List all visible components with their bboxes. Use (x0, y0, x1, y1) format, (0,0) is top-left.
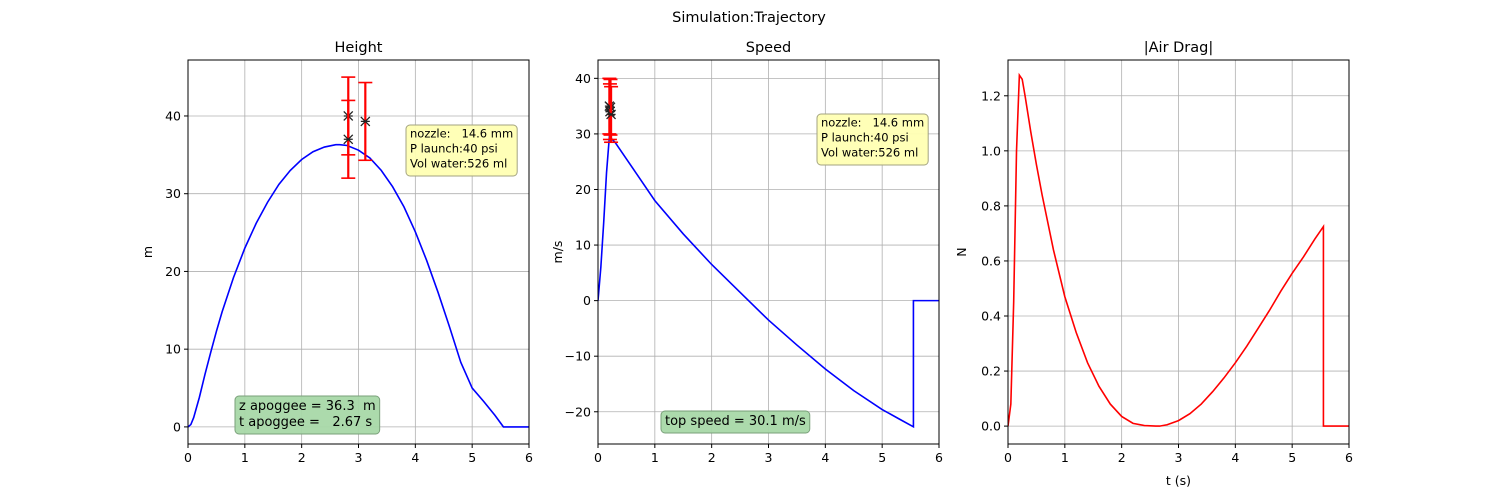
annotation-background (816, 113, 929, 166)
plot-area (188, 143, 529, 428)
x-tick-label: 5 (468, 450, 476, 465)
x-tick-label: 6 (525, 450, 533, 465)
y-tick-label: 30 (165, 186, 181, 201)
y-tick-label: 10 (575, 238, 591, 253)
y-tick-label: 0.6 (981, 253, 1001, 268)
x-tick-label: 3 (1175, 450, 1183, 465)
annotation-text: z apoggee = 36.3 m (239, 399, 376, 414)
x-tick-label: 6 (1345, 450, 1353, 465)
y-tick-label: 40 (575, 71, 591, 86)
measurement-errorbar (604, 85, 619, 144)
measurement-errorbar (358, 81, 373, 162)
panel-drag: 0 1 2 3 4 5 6 0.0 0.2 0.4 0.6 0.8 1.0 1.2 |Air Drag| Nt… (954, 40, 1353, 488)
panel-title: |Air Drag| (1144, 40, 1214, 56)
x-tick-label: 3 (765, 450, 773, 465)
x-tick-label: 1 (241, 450, 249, 465)
series-line-speed (598, 134, 939, 429)
x-tick-label: 0 (1004, 450, 1012, 465)
y-tick-label: 20 (575, 182, 591, 197)
plot-area (1008, 72, 1349, 427)
y-tick-label: 1.2 (981, 88, 1001, 103)
x-tick-label: 4 (1231, 450, 1239, 465)
x-tick-label: 4 (821, 450, 829, 465)
annotation-box-green: top speed = 30.1 m/s (660, 410, 811, 434)
panel-height: 0 1 2 3 4 5 6 0 10 20 30 40 Height m (140, 40, 533, 465)
annotation-text: Vol water:526 ml (410, 157, 507, 171)
y-tick-label: 40 (165, 108, 181, 123)
x-tick-label: 3 (355, 450, 363, 465)
x-tick-label: 4 (411, 450, 419, 465)
y-axis-label: m (140, 246, 155, 258)
annotation-text: top speed = 30.1 m/s (665, 414, 806, 429)
series-line-height (188, 143, 529, 428)
panel-title: Speed (746, 40, 791, 56)
measurement-marker (606, 109, 617, 120)
annotation-background (660, 410, 811, 434)
x-tick-label: 1 (1061, 450, 1069, 465)
y-tick-label: 0 (583, 293, 591, 308)
y-tick-label: 1.0 (981, 143, 1001, 158)
panel-title: Height (335, 40, 383, 56)
y-axis-label: N (954, 247, 969, 256)
x-tick-label: 2 (1118, 450, 1126, 465)
x-axis-label: t (s) (1166, 473, 1191, 488)
x-tick-label: 0 (594, 450, 602, 465)
annotation-text: t apoggee = 2.67 s (239, 415, 372, 430)
y-tick-label: 30 (575, 126, 591, 141)
annotation-box-green: z apoggee = 36.3 mt apoggee = 2.67 s (234, 395, 381, 435)
annotation-text: P launch:40 psi (821, 131, 909, 145)
x-tick-label: 2 (298, 450, 306, 465)
y-axis-label: m/s (550, 241, 565, 264)
x-tick-label: 5 (878, 450, 886, 465)
annotation-background (405, 124, 518, 177)
y-tick-label: −20 (565, 404, 591, 419)
y-tick-label: 0.8 (981, 198, 1001, 213)
measurement-marker (343, 134, 354, 145)
y-tick-label: −10 (565, 349, 591, 364)
y-tick-label: 20 (165, 264, 181, 279)
annotation-text: P launch:40 psi (410, 142, 498, 156)
y-tick-label: 0.0 (981, 419, 1001, 434)
plot-area (598, 134, 939, 429)
annotation-text: nozzle: 14.6 mm (410, 127, 513, 141)
x-tick-label: 1 (651, 450, 659, 465)
y-tick-label: 0.4 (981, 309, 1001, 324)
x-tick-label: 0 (184, 450, 192, 465)
measurement-errorbar (341, 99, 356, 179)
y-tick-label: 0.2 (981, 364, 1001, 379)
figure-suptitle: Simulation:Trajectory (672, 10, 826, 26)
y-tick-label: 0 (173, 419, 181, 434)
x-tick-label: 6 (935, 450, 943, 465)
x-tick-label: 5 (1288, 450, 1296, 465)
annotation-text: nozzle: 14.6 mm (821, 116, 924, 130)
series-line-drag (1008, 72, 1349, 427)
y-tick-label: 10 (165, 342, 181, 357)
annotation-text: Vol water:526 ml (821, 146, 918, 160)
x-tick-label: 2 (708, 450, 716, 465)
measurement-marker (360, 116, 371, 127)
annotation-background (234, 395, 381, 435)
